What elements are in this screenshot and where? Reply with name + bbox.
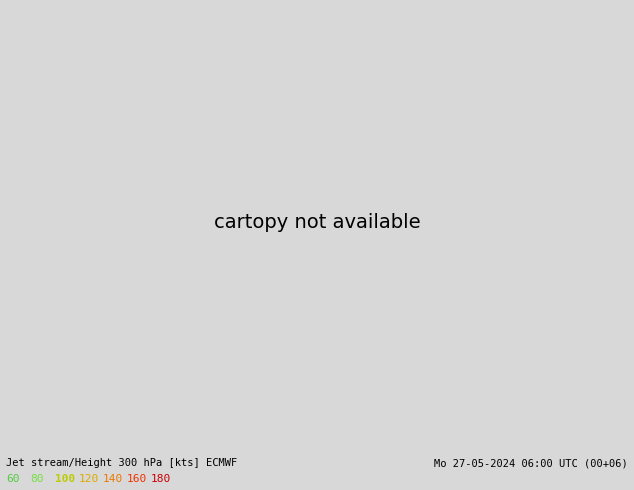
Text: 180: 180 [151, 474, 171, 484]
Text: 120: 120 [79, 474, 99, 484]
Text: 160: 160 [127, 474, 147, 484]
Text: 100: 100 [55, 474, 75, 484]
Text: 140: 140 [103, 474, 123, 484]
Text: Mo 27-05-2024 06:00 UTC (00+06): Mo 27-05-2024 06:00 UTC (00+06) [434, 458, 628, 468]
Text: 60: 60 [6, 474, 20, 484]
Text: Jet stream/Height 300 hPa [kts] ECMWF: Jet stream/Height 300 hPa [kts] ECMWF [6, 458, 238, 468]
Text: 80: 80 [30, 474, 44, 484]
Text: cartopy not available: cartopy not available [214, 214, 420, 232]
